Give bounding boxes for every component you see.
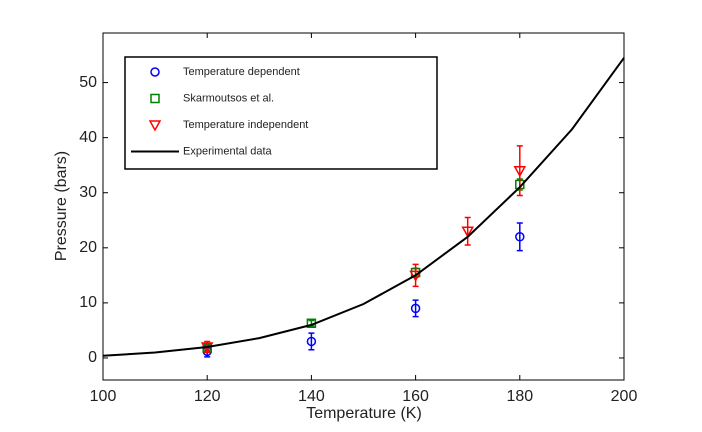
x-tick-label: 100 (90, 388, 117, 405)
y-tick-label: 50 (79, 74, 97, 91)
legend-label: Temperature independent (183, 119, 308, 131)
curve (102, 57, 625, 357)
y-tick-label: 0 (88, 349, 97, 366)
y-tick-label: 10 (79, 294, 97, 311)
x-tick-label: 120 (194, 388, 221, 405)
y-tick-label: 40 (79, 129, 97, 146)
y-tick-label: 20 (79, 239, 97, 256)
x-tick-label: 160 (402, 388, 429, 405)
point (306, 336, 317, 347)
error-bar (308, 332, 315, 351)
error-bar (464, 216, 471, 246)
point (515, 232, 525, 242)
legend-marker (150, 67, 160, 77)
error-bar (412, 299, 419, 318)
x-axis-label: Temperature (K) (306, 405, 422, 422)
point (410, 303, 421, 314)
x-tick-label: 180 (506, 388, 533, 405)
point (513, 165, 527, 178)
legend-marker (150, 93, 160, 104)
plot-frame (102, 32, 625, 381)
legend-box (124, 56, 438, 170)
x-tick-label: 140 (298, 388, 325, 405)
point (461, 226, 474, 238)
legend-marker (148, 120, 162, 132)
legend-label: Experimental data (183, 145, 273, 157)
legend-label: Temperature dependent (183, 66, 300, 78)
legend-label: Skarmoutsos et al. (183, 92, 274, 104)
y-tick-label: 30 (79, 184, 97, 201)
error-bar (516, 222, 523, 252)
y-axis-label: Pressure (bars) (53, 151, 70, 261)
x-tick-label: 200 (611, 388, 638, 405)
